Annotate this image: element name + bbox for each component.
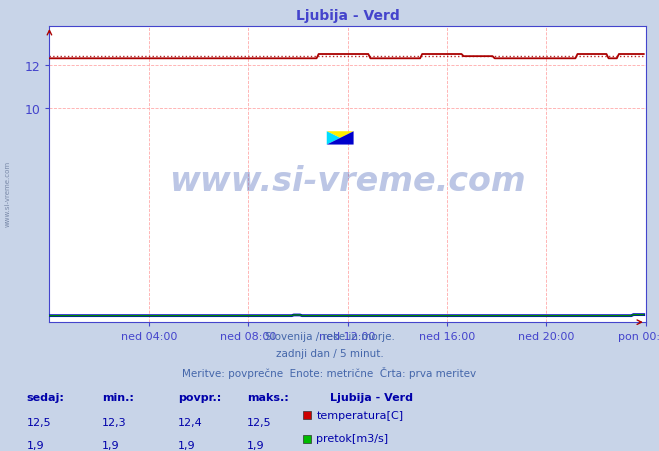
Text: temperatura[C]: temperatura[C] [316,410,403,420]
Text: Slovenija / reke in morje.: Slovenija / reke in morje. [264,331,395,341]
Text: 1,9: 1,9 [102,440,120,450]
Text: 1,9: 1,9 [178,440,196,450]
Polygon shape [327,132,354,138]
Text: 1,9: 1,9 [247,440,265,450]
Text: povpr.:: povpr.: [178,392,221,402]
Text: 12,5: 12,5 [26,417,51,427]
Text: 12,3: 12,3 [102,417,127,427]
Text: zadnji dan / 5 minut.: zadnji dan / 5 minut. [275,349,384,359]
Text: pretok[m3/s]: pretok[m3/s] [316,433,388,443]
Polygon shape [327,132,340,145]
Polygon shape [327,132,354,145]
Text: min.:: min.: [102,392,134,402]
Text: 12,5: 12,5 [247,417,272,427]
Text: www.si-vreme.com: www.si-vreme.com [5,161,11,227]
Text: www.si-vreme.com: www.si-vreme.com [169,164,526,197]
Text: sedaj:: sedaj: [26,392,64,402]
Text: Meritve: povprečne  Enote: metrične  Črta: prva meritev: Meritve: povprečne Enote: metrične Črta:… [183,366,476,378]
Text: 1,9: 1,9 [26,440,44,450]
Text: 12,4: 12,4 [178,417,203,427]
Text: Ljubija - Verd: Ljubija - Verd [330,392,413,402]
Text: maks.:: maks.: [247,392,289,402]
Title: Ljubija - Verd: Ljubija - Verd [296,9,399,23]
